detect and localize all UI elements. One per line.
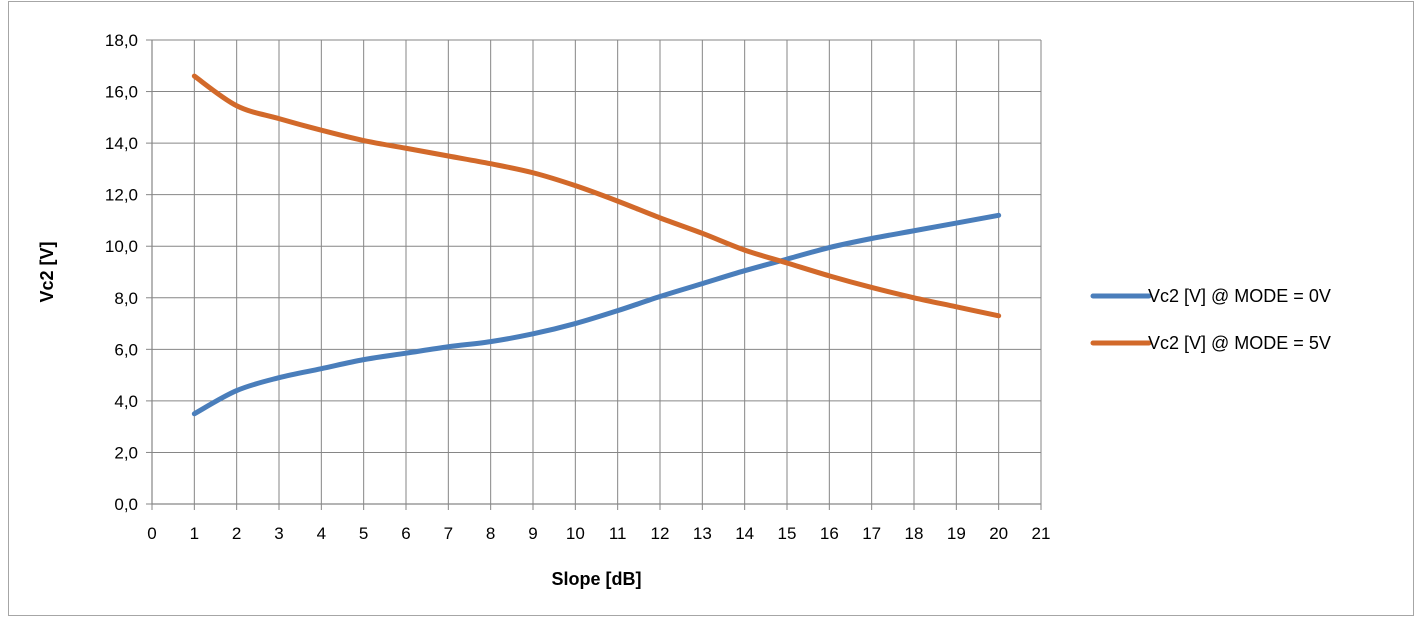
- series-line-2: [191, 73, 1002, 319]
- series-lines: [191, 73, 1002, 417]
- x-tick-label: 0: [147, 524, 156, 543]
- x-tick-label: 16: [820, 524, 839, 543]
- legend-label-1: Vc2 [V] @ MODE = 0V: [1148, 286, 1331, 306]
- x-tick-label: 14: [735, 524, 754, 543]
- y-tick-label: 12,0: [105, 186, 138, 205]
- y-tick-label: 0,0: [114, 495, 138, 514]
- y-tick-label: 4,0: [114, 392, 138, 411]
- axes: [146, 39, 1042, 510]
- series-line-1: [191, 212, 1002, 417]
- x-tick-label: 15: [778, 524, 797, 543]
- y-tick-label: 10,0: [105, 237, 138, 256]
- x-tick-label: 13: [693, 524, 712, 543]
- y-tick-label: 2,0: [114, 443, 138, 462]
- y-tick-label: 8,0: [114, 289, 138, 308]
- x-tick-labels: 0 1 2 3 4 5 6 7 8 9 10 11 12 13 14 15 16 17 18 19 20 21: [147, 524, 1050, 543]
- x-tick-label: 17: [862, 524, 881, 543]
- x-tick-label: 21: [1032, 524, 1051, 543]
- x-tick-label: 5: [359, 524, 368, 543]
- x-tick-label: 19: [947, 524, 966, 543]
- grid: [151, 39, 1042, 505]
- x-tick-label: 4: [317, 524, 326, 543]
- x-tick-label: 18: [905, 524, 924, 543]
- line-chart: 0 1 2 3 4 5 6 7 8 9 10 11 12 13 14 15 16 17 18 19 20 21 0,02,…: [37, 31, 1331, 589]
- y-tick-label: 6,0: [114, 340, 138, 359]
- x-tick-label: 6: [401, 524, 410, 543]
- x-tick-label: 11: [609, 524, 627, 543]
- x-tick-label: 9: [528, 524, 537, 543]
- y-axis-title: Vc2 [V]: [37, 241, 57, 302]
- y-tick-labels: 0,0 2,0 4,0 6,0 8,0 10,0 12,0 14,0 16,0 18,0: [105, 31, 138, 514]
- legend: Vc2 [V] @ MODE = 0V Vc2 [V] @ MODE = 5V: [1090, 286, 1331, 353]
- y-tick-label: 14,0: [105, 134, 138, 153]
- y-tick-label: 18,0: [105, 31, 138, 50]
- x-tick-label: 10: [566, 524, 585, 543]
- x-tick-label: 2: [232, 524, 241, 543]
- y-tick-label: 16,0: [105, 83, 138, 102]
- x-axis-title: Slope [dB]: [552, 569, 642, 589]
- x-tick-label: 3: [274, 524, 283, 543]
- x-tick-label: 12: [651, 524, 670, 543]
- chart-frame: 0 1 2 3 4 5 6 7 8 9 10 11 12 13 14 15 16 17 18 19 20 21 0,0 2,…: [8, 1, 1414, 616]
- x-tick-label: 20: [989, 524, 1008, 543]
- legend-label-2: Vc2 [V] @ MODE = 5V: [1148, 333, 1331, 353]
- x-tick-label: 7: [444, 524, 453, 543]
- x-tick-label: 1: [190, 524, 199, 543]
- x-tick-label: 8: [486, 524, 495, 543]
